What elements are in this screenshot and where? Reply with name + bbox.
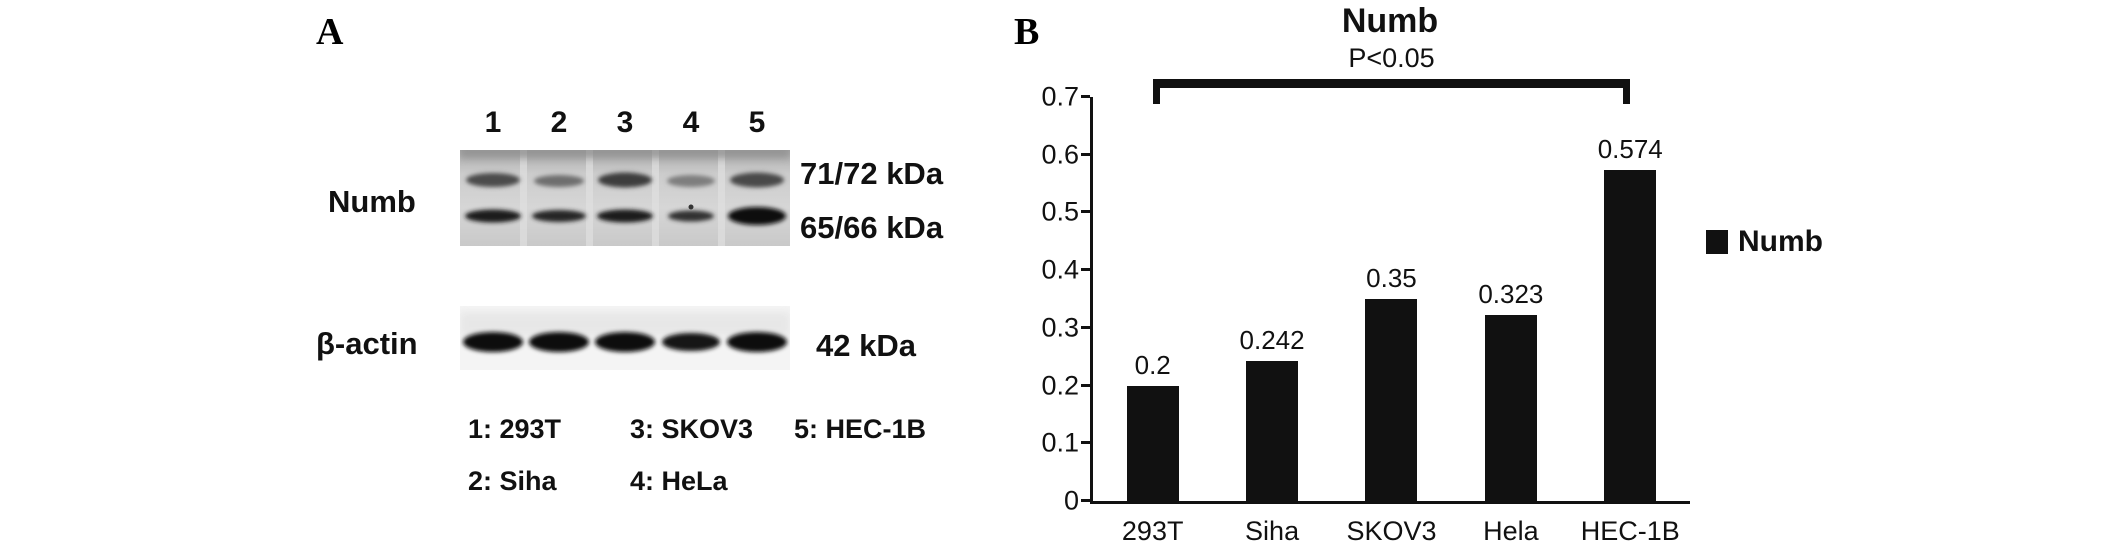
chart-title: Numb bbox=[1341, 2, 1439, 40]
significance-label: P<0.05 bbox=[1348, 43, 1435, 73]
lane-legend-item-3: 3: SKOV3 bbox=[630, 414, 754, 444]
bar-293T bbox=[1126, 385, 1179, 501]
lane-number-3: 3 bbox=[616, 106, 634, 139]
legend-label: Numb bbox=[1738, 225, 1823, 258]
bar-group-Siha: 0.242 Siha bbox=[1236, 97, 1308, 546]
bar-value-label: 0.323 bbox=[1478, 278, 1544, 309]
numb-blot-image bbox=[460, 146, 790, 246]
y-tick-mark bbox=[1081, 441, 1090, 445]
bar-value-label: 0.242 bbox=[1239, 325, 1305, 356]
y-tick-label: 0.5 bbox=[1041, 196, 1079, 227]
y-tick-label: 0.6 bbox=[1041, 139, 1079, 170]
bar-group-HEC-1B: 0.574 HEC-1B bbox=[1581, 97, 1680, 546]
y-tick-mark bbox=[1081, 95, 1090, 98]
panel-a-label: A bbox=[316, 11, 344, 53]
kda-label-65-66: 65/66 kDa bbox=[800, 210, 944, 245]
y-tick-label: 0 bbox=[1063, 485, 1079, 516]
bars: 0.2 293T 0.242 Siha 0.35 SKOV3 0.323 Hela 0.574 H… bbox=[1093, 97, 1690, 546]
chart-legend: Numb bbox=[1706, 225, 1823, 259]
bar-group-293T: 0.2 293T bbox=[1117, 97, 1189, 546]
figure: A 1 2 3 4 5 bbox=[316, 2, 1823, 546]
lane-legend-item-2: 2: Siha bbox=[468, 466, 557, 496]
lane-legend-item-5: 5: HEC-1B bbox=[794, 414, 927, 444]
y-tick-label: 0.3 bbox=[1041, 312, 1079, 343]
significance-bracket bbox=[1152, 79, 1631, 104]
lane-number-2: 2 bbox=[550, 106, 568, 139]
kda-label-71-72: 71/72 kDa bbox=[800, 156, 944, 191]
x-tick-label: HEC-1B bbox=[1580, 516, 1680, 546]
y-tick-mark bbox=[1081, 152, 1090, 156]
legend-swatch bbox=[1706, 230, 1728, 254]
bar-plot: 0 0.1 0.2 0.3 0.4 0.5 0.6 0.7 0.2 293T 0.242 Siha 0… bbox=[1041, 43, 1823, 546]
numb-row-label: Numb bbox=[328, 184, 416, 219]
lane-number-5: 5 bbox=[748, 106, 766, 139]
y-tick-mark bbox=[1081, 268, 1090, 272]
y-tick-mark bbox=[1081, 325, 1090, 329]
bar-value-label: 0.574 bbox=[1597, 133, 1663, 164]
y-tick-mark bbox=[1081, 499, 1090, 502]
actin-row-label: β-actin bbox=[316, 326, 418, 361]
bar-group-SKOV3: 0.35 SKOV3 bbox=[1346, 97, 1436, 546]
y-tick-label: 0.7 bbox=[1041, 81, 1079, 112]
lane-number-4: 4 bbox=[682, 106, 700, 139]
y-tick-label: 0.1 bbox=[1041, 427, 1079, 458]
actin-blot-image bbox=[460, 306, 790, 370]
lane-legend-item-1: 1: 293T bbox=[468, 414, 562, 444]
y-tick-label: 0.4 bbox=[1041, 254, 1079, 285]
bar-SKOV3 bbox=[1365, 299, 1418, 501]
y-axis-labels: 0 0.1 0.2 0.3 0.4 0.5 0.6 0.7 bbox=[1019, 82, 1093, 516]
bar-Siha bbox=[1246, 361, 1299, 501]
bar-value-label: 0.2 bbox=[1134, 349, 1171, 380]
y-tick-label: 0.2 bbox=[1041, 370, 1079, 401]
lane-number-1: 1 bbox=[484, 106, 502, 139]
lane-legend-item-4: 4: HeLa bbox=[630, 466, 728, 496]
bar-group-Hela: 0.323 Hela bbox=[1475, 97, 1547, 546]
y-tick-mark bbox=[1081, 210, 1090, 214]
bar-HEC-1B bbox=[1604, 169, 1657, 501]
lane-numbers: 1 2 3 4 5 bbox=[460, 106, 790, 140]
bar-value-label: 0.35 bbox=[1366, 263, 1417, 293]
bar-Hela bbox=[1484, 314, 1537, 501]
y-tick-mark bbox=[1081, 383, 1090, 387]
numb-blot-svg bbox=[460, 146, 790, 246]
kda-label-42: 42 kDa bbox=[816, 328, 916, 363]
panel-b-label: B bbox=[1014, 11, 1040, 53]
actin-blot-svg bbox=[460, 306, 790, 370]
